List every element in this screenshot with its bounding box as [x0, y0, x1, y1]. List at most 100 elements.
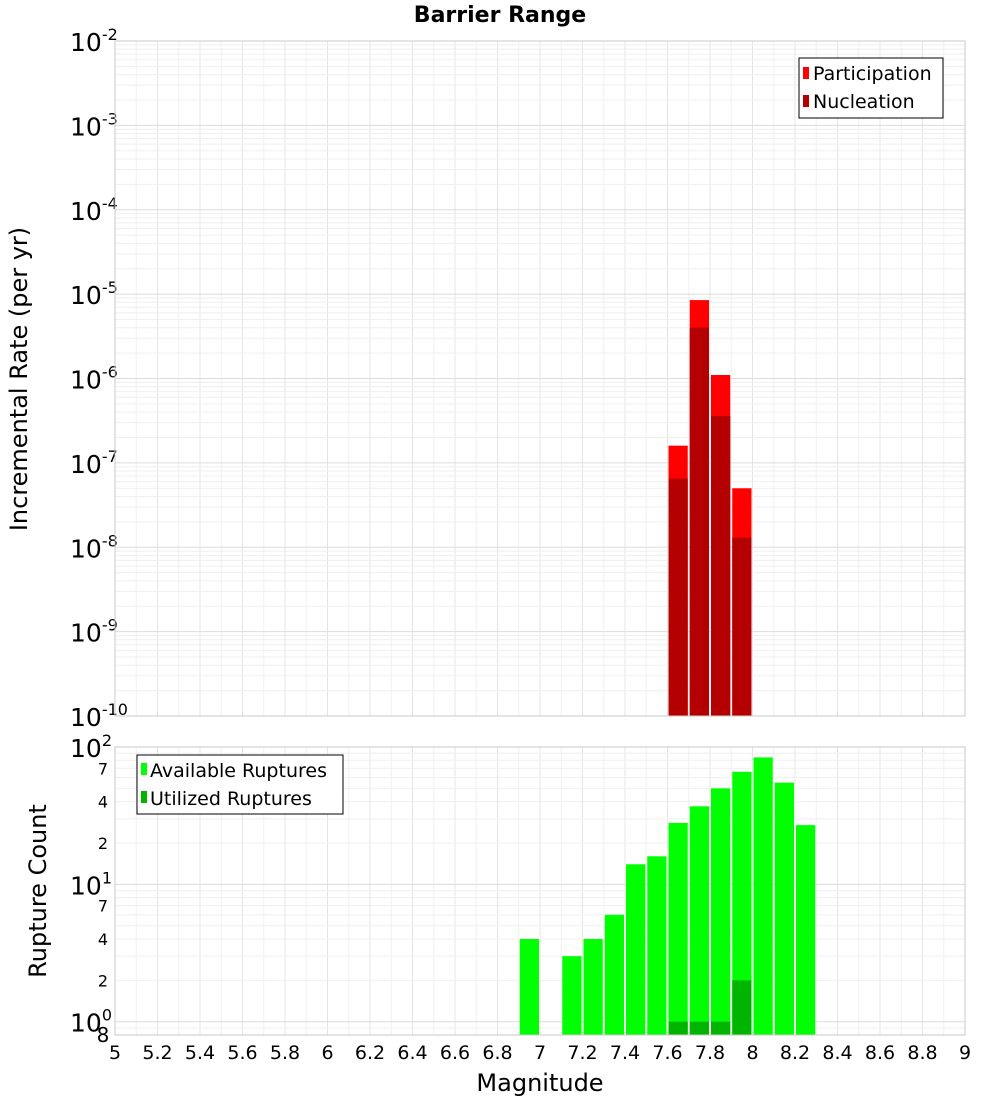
y-tick-label: 101: [70, 868, 112, 900]
tick-base: 10: [70, 871, 102, 900]
top-y-axis-label: Incremental Rate (per yr): [5, 227, 33, 531]
y-minor-tick-label: 4: [98, 793, 108, 812]
bar-available-ruptures: [732, 771, 752, 1035]
bar-available-ruptures: [519, 939, 539, 1035]
tick-base: 10: [70, 197, 102, 226]
y-tick-label: 10-2: [70, 25, 118, 57]
y-minor-tick-label: 2: [98, 834, 108, 853]
x-tick-label: 5: [109, 1042, 121, 1064]
top-grid: [114, 41, 966, 717]
bar-available-ruptures: [711, 788, 731, 1035]
tick-exponent: -6: [102, 363, 118, 382]
tick-base: 10: [70, 112, 102, 141]
y-minor-tick-label: 4: [98, 930, 108, 949]
x-tick-label: 8: [746, 1042, 758, 1064]
x-tick-label: 6.2: [355, 1042, 385, 1064]
x-tick-label: 5.2: [142, 1042, 172, 1064]
x-tick-label: 9: [959, 1042, 971, 1064]
tick-exponent: 0: [102, 1006, 112, 1025]
legend-swatch-utilized: [141, 791, 147, 803]
x-tick-label: 6: [321, 1042, 333, 1064]
y-tick-label: 100: [70, 1006, 112, 1038]
bar-available-ruptures: [753, 757, 773, 1035]
tick-base: 10: [70, 281, 102, 310]
legend-label-nucleation: Nucleation: [813, 91, 915, 113]
top-bars: [668, 300, 752, 716]
y-tick-label: 10-8: [70, 531, 118, 563]
y-minor-tick-label: 8: [97, 1023, 110, 1047]
bottom-bars: [519, 757, 816, 1035]
tick-exponent: -5: [102, 278, 118, 297]
bar-available-ruptures: [668, 822, 688, 1035]
tick-exponent: -8: [102, 531, 118, 550]
tick-exponent: -3: [102, 109, 118, 128]
y-tick-label: 10-7: [70, 447, 118, 479]
tick-base: 10: [70, 450, 102, 479]
x-tick-label: 5.4: [185, 1042, 215, 1064]
y-tick-label: 10-4: [70, 194, 118, 226]
tick-exponent: 1: [102, 868, 112, 887]
top-legend: Participation Nucleation: [798, 57, 944, 119]
x-axis-label: Magnitude: [476, 1069, 603, 1097]
y-tick-label: 10-5: [70, 278, 118, 310]
y-minor-tick-label: 7: [98, 759, 108, 778]
legend-label-available: Available Ruptures: [150, 760, 327, 782]
x-tick-label: 7: [534, 1042, 546, 1064]
x-tick-labels: 5 5.2 5.4 5.6 5.8 6 6.2 6.4 6.6 6.8 7 7.2 7.4 7.6 7.8 8…: [109, 1042, 971, 1064]
x-tick-label: 5.8: [270, 1042, 300, 1064]
bar-nucleation: [689, 327, 709, 716]
x-tick-label: 8.2: [780, 1042, 810, 1064]
x-tick-label: 5.6: [227, 1042, 257, 1064]
x-tick-label: 8.8: [907, 1042, 937, 1064]
tick-base: 10: [70, 1009, 102, 1038]
bar-utilized-ruptures: [668, 1021, 688, 1035]
x-tick-label: 6.4: [397, 1042, 427, 1064]
bar-available-ruptures: [774, 782, 794, 1035]
bar-nucleation: [732, 537, 752, 716]
bottom-y-axis-label: Rupture Count: [24, 804, 52, 978]
tick-base: 10: [70, 534, 102, 563]
tick-exponent: 2: [102, 731, 112, 750]
y-tick-label: 10-6: [70, 363, 118, 395]
y-tick-label: 10-3: [70, 109, 118, 141]
bar-available-ruptures: [796, 825, 816, 1035]
tick-exponent: -2: [102, 25, 118, 44]
legend-swatch-nucleation: [803, 95, 809, 107]
x-tick-label: 8.6: [865, 1042, 895, 1064]
legend-label-participation: Participation: [813, 63, 932, 85]
bottom-legend: Available Ruptures Utilized Ruptures: [136, 754, 344, 815]
tick-exponent: -7: [102, 447, 118, 466]
tick-base: 10: [70, 703, 102, 732]
legend-label-utilized: Utilized Ruptures: [150, 788, 312, 810]
tick-base: 10: [70, 619, 102, 648]
x-tick-label: 7.8: [695, 1042, 725, 1064]
y-minor-tick-label: 7: [98, 897, 108, 916]
bar-available-ruptures: [647, 856, 667, 1035]
bar-utilized-ruptures: [711, 1021, 731, 1035]
tick-exponent: -4: [102, 194, 118, 213]
tick-base: 10: [70, 734, 102, 763]
legend-swatch-available: [141, 763, 147, 775]
bar-nucleation: [668, 478, 688, 716]
y-tick-label: 10-9: [70, 616, 118, 648]
chart-title: Barrier Range: [414, 3, 586, 28]
x-tick-label: 7.4: [610, 1042, 640, 1064]
x-tick-label: 6.6: [440, 1042, 470, 1064]
tick-base: 10: [70, 28, 102, 57]
bar-available-ruptures: [626, 864, 646, 1035]
tick-base: 10: [70, 366, 102, 395]
bar-available-ruptures: [583, 939, 603, 1035]
bar-nucleation: [711, 415, 731, 716]
bar-available-ruptures: [562, 956, 582, 1035]
legend-swatch-participation: [803, 67, 809, 79]
x-tick-label: 7.6: [652, 1042, 682, 1064]
bar-utilized-ruptures: [689, 1021, 709, 1035]
bar-utilized-ruptures: [732, 980, 752, 1035]
x-tick-label: 8.4: [822, 1042, 852, 1064]
y-minor-tick-label: 2: [98, 971, 108, 990]
x-tick-label: 7.2: [567, 1042, 597, 1064]
bar-available-ruptures: [604, 914, 624, 1035]
